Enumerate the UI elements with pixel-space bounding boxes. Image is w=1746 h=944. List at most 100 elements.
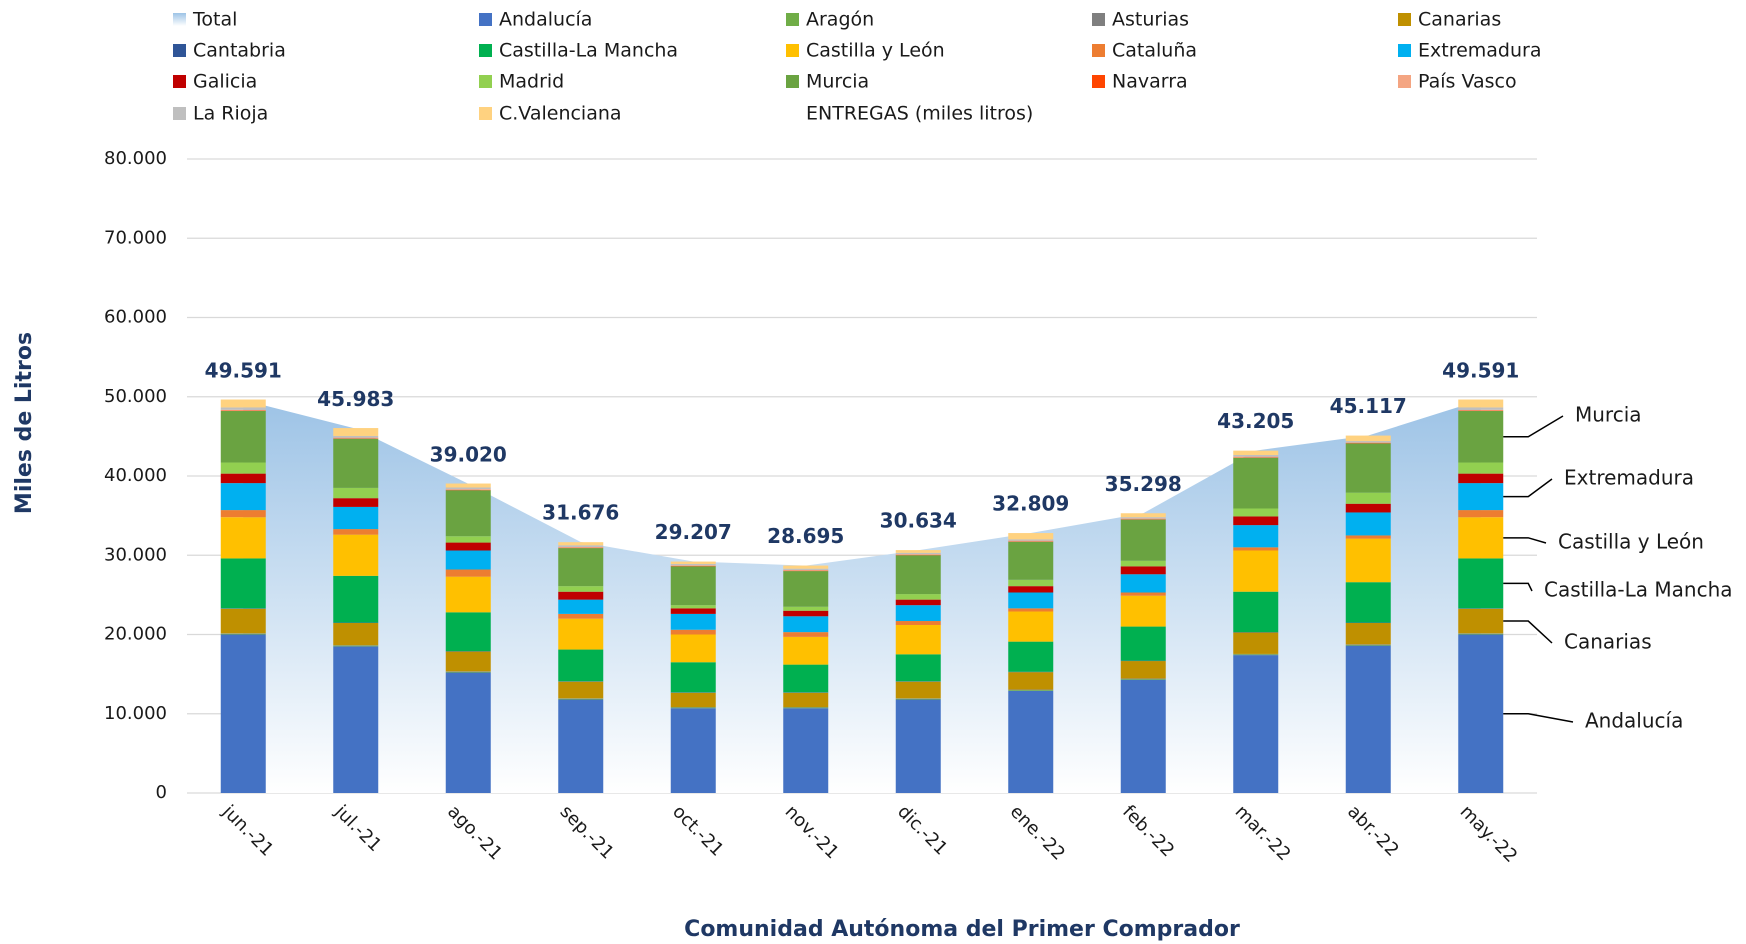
bar-segment: [1233, 655, 1279, 793]
bar-segment: [670, 565, 716, 566]
total-value-label: 35.298: [1105, 472, 1182, 496]
bar-segment: [445, 671, 491, 673]
bar-segment: [1008, 539, 1054, 541]
bar-segment: [895, 681, 941, 699]
bar-segment: [1120, 517, 1166, 519]
bar-segment: [1345, 442, 1391, 444]
legend-swatch: [786, 13, 799, 26]
bar-segment: [1458, 462, 1504, 474]
bar-segment: [1120, 560, 1166, 567]
bar-segment: [1233, 508, 1279, 517]
legend-label: Galicia: [193, 71, 257, 93]
bar-segment: [895, 594, 941, 600]
bar-segment: [220, 608, 266, 634]
bar-segment: [558, 613, 604, 619]
bar-segment: [558, 681, 604, 699]
bar-segment: [220, 483, 266, 511]
legend-swatch: [479, 44, 492, 57]
bar-segment: [783, 568, 829, 570]
bar-segment: [1233, 525, 1279, 548]
bar-segment: [1458, 411, 1504, 463]
bar-segment: [558, 546, 604, 548]
bar-segment: [1345, 645, 1391, 793]
bar-segment: [220, 473, 266, 484]
bar-segment: [783, 708, 829, 793]
bar-segment: [1120, 518, 1166, 520]
legend-swatch: [1092, 13, 1105, 26]
bar-segment: [1233, 632, 1279, 654]
bar-segment: [220, 558, 266, 609]
bar-segment: [220, 517, 266, 559]
bar-segment: [558, 618, 604, 650]
x-tick-label: feb.-22: [1118, 801, 1178, 861]
legend-label: Castilla-La Mancha: [499, 40, 678, 62]
bar-segment: [558, 548, 604, 587]
bar-segment: [783, 610, 829, 617]
annotation: Extremadura: [1564, 466, 1694, 490]
bar-segment: [1458, 483, 1504, 511]
annotation-leader: [1503, 537, 1547, 544]
legend-label: Andalucía: [499, 9, 592, 31]
bar-segment: [895, 699, 941, 793]
bar-segment: [1345, 512, 1391, 536]
legend-label: Navarra: [1112, 71, 1188, 93]
bar-segment: [670, 707, 716, 709]
x-tick-label: nov.-21: [781, 801, 843, 863]
bar-segment: [1458, 407, 1504, 410]
bar-segment: [445, 490, 491, 537]
bar-segment: [1345, 538, 1391, 583]
bar-segment: [1120, 574, 1166, 593]
bar-segment: [670, 613, 716, 630]
bar-segment: [783, 569, 829, 571]
bar-segment: [783, 565, 829, 569]
legend-label: País Vasco: [1418, 71, 1517, 93]
bar-segment: [1345, 443, 1391, 493]
bar-segment: [895, 605, 941, 622]
total-value-label: 43.205: [1217, 409, 1294, 433]
total-value-label: 49.591: [205, 358, 282, 382]
annotation: Castilla-La Mancha: [1544, 578, 1733, 602]
y-tick-label: 40.000: [104, 465, 167, 486]
bar-segment: [1008, 540, 1054, 542]
bar-segment: [1458, 558, 1504, 609]
bar-segment: [1345, 582, 1391, 623]
legend-swatch: [786, 75, 799, 88]
bar-segment: [220, 633, 266, 635]
bar-segment: [670, 563, 716, 566]
bar-segment: [1233, 456, 1279, 458]
bar-segment: [783, 692, 829, 708]
bar-segment: [445, 569, 491, 577]
bar-segment: [333, 435, 379, 438]
legend-label: C.Valenciana: [499, 103, 622, 125]
total-value-label: 49.591: [1442, 358, 1519, 382]
bar-segment: [895, 554, 941, 555]
bar-segment: [1120, 661, 1166, 679]
bar-segment: [558, 545, 604, 547]
bar-segment: [1120, 595, 1166, 627]
bar-segment: [333, 506, 379, 530]
bar-segment: [1233, 457, 1279, 509]
legend-label: Extremadura: [1418, 40, 1542, 62]
x-tick-label: sep.-21: [556, 801, 618, 863]
bar-segment: [1008, 592, 1054, 609]
bar-segment: [558, 599, 604, 614]
bar-segment: [783, 636, 829, 665]
legend-swatch: [479, 107, 492, 120]
bar-segment: [783, 664, 829, 693]
bar-segment: [1458, 634, 1504, 793]
bar-segment: [895, 621, 941, 625]
total-value-label: 45.983: [317, 387, 394, 411]
bar-segment: [333, 437, 379, 439]
bar-segment: [1120, 566, 1166, 575]
bar-segment: [1233, 516, 1279, 526]
y-axis-title: Miles de Litros: [12, 332, 37, 514]
annotation: Castilla y León: [1558, 530, 1704, 554]
bar-segment: [670, 608, 716, 614]
legend-label: Cataluña: [1112, 40, 1197, 62]
bar-segment: [1345, 492, 1391, 504]
bar-segment: [220, 462, 266, 474]
legend-label: Murcia: [806, 71, 869, 93]
bar-segment: [333, 529, 379, 535]
total-value-label: 45.117: [1330, 394, 1407, 418]
